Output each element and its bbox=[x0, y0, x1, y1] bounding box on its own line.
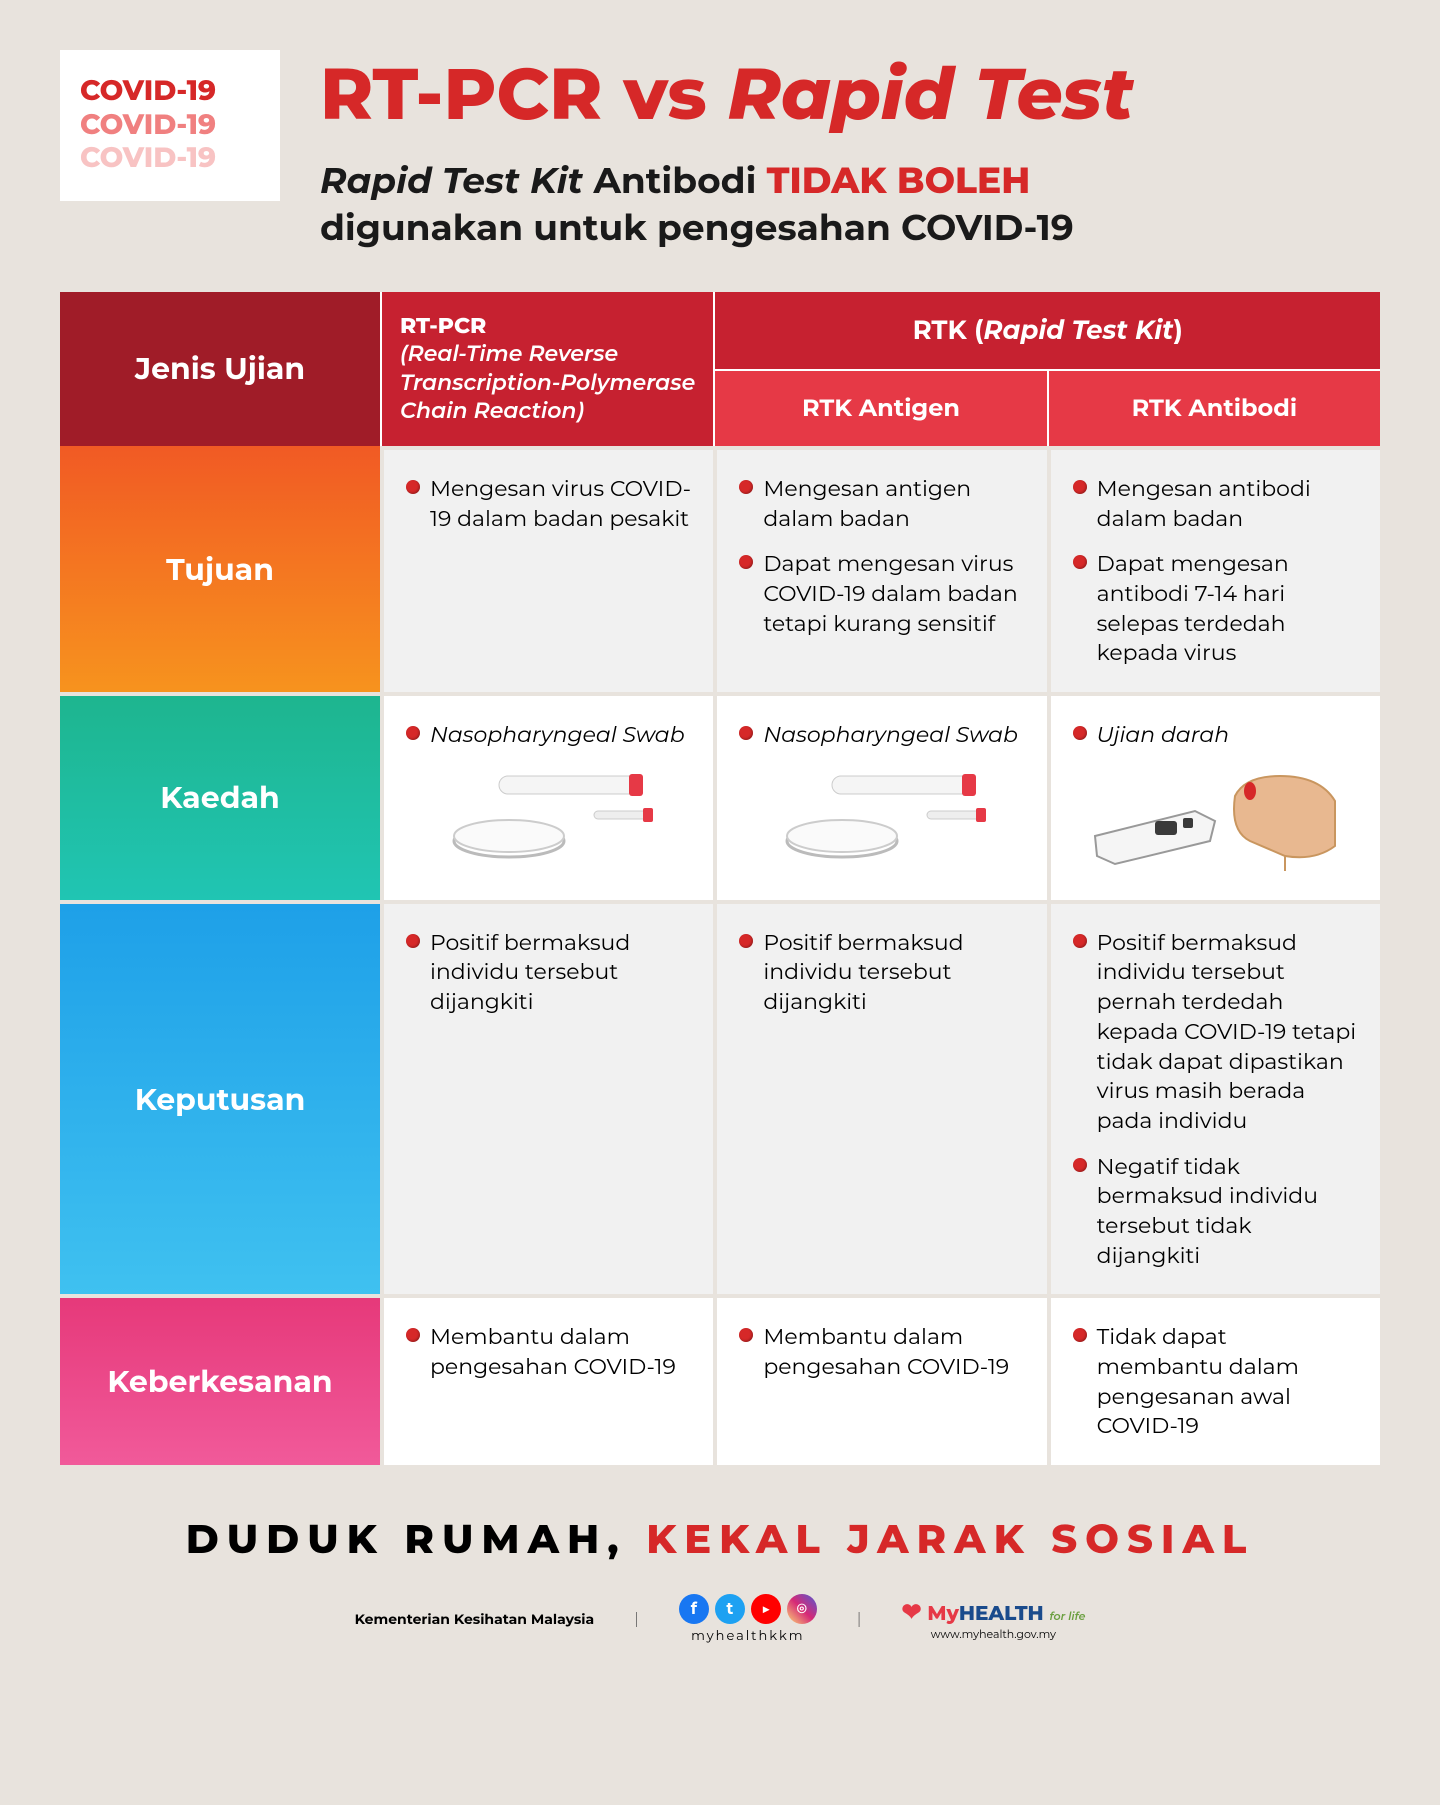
keputusan-antigen-0: Positif bermaksud individu tersebut dija… bbox=[763, 928, 1024, 1017]
tujuan-antibodi-1: Dapat mengesan antibodi 7-14 hari selepa… bbox=[1097, 549, 1358, 668]
separator-icon: | bbox=[634, 1610, 639, 1629]
row-keputusan-label: Keputusan bbox=[60, 900, 380, 1295]
sub-plain2: digunakan untuk pengesahan COVID-19 bbox=[320, 206, 1074, 250]
tujuan-antibodi-0: Mengesan antibodi dalam badan bbox=[1097, 474, 1358, 533]
slogan-1: DUDUK RUMAH, bbox=[186, 1515, 647, 1564]
kaedah-antibodi: Ujian darah bbox=[1047, 692, 1380, 900]
bullet-icon bbox=[406, 726, 420, 740]
row-keberkesanan-label: Keberkesanan bbox=[60, 1294, 380, 1465]
bullet-icon bbox=[1073, 555, 1087, 569]
hdr-rtpcr-italic: (Real-Time Reverse Transcription-Polymer… bbox=[400, 340, 695, 424]
facebook-icon: f bbox=[679, 1594, 709, 1624]
hdr-rtk-post: ) bbox=[1173, 314, 1182, 346]
tujuan-antigen-1: Dapat mengesan virus COVID-19 dalam bada… bbox=[763, 549, 1024, 638]
keputusan-antibodi-0: Positif bermaksud individu tersebut pern… bbox=[1097, 928, 1358, 1136]
tujuan-antigen: Mengesan antigen dalam badan Dapat menge… bbox=[713, 446, 1046, 692]
kaedah-antigen: Nasopharyngeal Swab bbox=[713, 692, 1046, 900]
hdr-rtpcr-bold: RT-PCR bbox=[400, 312, 486, 339]
header: COVID-19 COVID-19 COVID-19 RT-PCR vs Rap… bbox=[60, 50, 1380, 252]
main-title: RT-PCR vs Rapid Test bbox=[320, 50, 1380, 138]
hdr-rtk: RTK (Rapid Test Kit ) bbox=[713, 292, 1380, 370]
row-kaedah-label: Kaedah bbox=[60, 692, 380, 900]
keputusan-antigen: Positif bermaksud individu tersebut dija… bbox=[713, 900, 1046, 1295]
bullet-icon bbox=[1073, 726, 1087, 740]
kaedah-rtpcr: Nasopharyngeal Swab bbox=[380, 692, 713, 900]
keberkesanan-antigen: Membantu dalam pengesahan COVID-19 bbox=[713, 1294, 1046, 1465]
sub-plain1: Antibodi bbox=[583, 159, 767, 203]
keberkesanan-rtpcr-0: Membantu dalam pengesahan COVID-19 bbox=[430, 1322, 691, 1381]
hdr-jenis: Jenis Ujian bbox=[60, 292, 380, 446]
bullet-icon bbox=[739, 726, 753, 740]
title-vs: vs bbox=[602, 50, 727, 138]
myhealth-tag: for life bbox=[1050, 1609, 1086, 1623]
slogan-2: KEKAL JARAK SOSIAL bbox=[646, 1515, 1254, 1564]
tujuan-antibodi: Mengesan antibodi dalam badan Dapat meng… bbox=[1047, 446, 1380, 692]
hdr-rtk-antibodi: RTK Antibodi bbox=[1047, 369, 1380, 446]
social-handle: myhealthkkm bbox=[679, 1628, 817, 1644]
myhealth-logo: ❤ MyHEALTH for life www.myhealth.gov.my bbox=[901, 1598, 1085, 1641]
keputusan-antibodi-1: Negatif tidak bermaksud individu tersebu… bbox=[1097, 1152, 1358, 1271]
keberkesanan-rtpcr: Membantu dalam pengesahan COVID-19 bbox=[380, 1294, 713, 1465]
bullet-icon bbox=[739, 480, 753, 494]
tujuan-rtpcr: Mengesan virus COVID-19 dalam badan pesa… bbox=[380, 446, 713, 692]
keputusan-rtpcr: Positif bermaksud individu tersebut dija… bbox=[380, 900, 713, 1295]
keputusan-rtpcr-0: Positif bermaksud individu tersebut dija… bbox=[430, 928, 691, 1017]
row-tujuan-label: Tujuan bbox=[60, 446, 380, 692]
bullet-icon bbox=[739, 555, 753, 569]
swab-illustration-icon bbox=[406, 766, 691, 866]
bullet-icon bbox=[1073, 1158, 1087, 1172]
keberkesanan-antibodi-0: Tidak dapat membantu dalam pengesanan aw… bbox=[1097, 1322, 1358, 1441]
hdr-rtpcr: RT-PCR (Real-Time Reverse Transcription-… bbox=[380, 292, 713, 446]
kaedah-rtpcr-text: Nasopharyngeal Swab bbox=[430, 720, 685, 750]
separator-icon: | bbox=[857, 1610, 862, 1629]
bullet-icon bbox=[739, 1328, 753, 1342]
bullet-icon bbox=[739, 934, 753, 948]
socials: f t ▶ ⌾ myhealthkkm bbox=[679, 1594, 817, 1644]
hdr-rtk-pre: RTK ( bbox=[913, 314, 984, 346]
bullet-icon bbox=[406, 480, 420, 494]
bullet-icon bbox=[406, 1328, 420, 1342]
title-part2: Rapid Test bbox=[728, 50, 1134, 138]
covid-badge: COVID-19 COVID-19 COVID-19 bbox=[60, 50, 280, 201]
swab-illustration-icon bbox=[739, 766, 1024, 866]
tujuan-antigen-0: Mengesan antigen dalam badan bbox=[763, 474, 1024, 533]
bullet-icon bbox=[406, 934, 420, 948]
tujuan-rtpcr-0: Mengesan virus COVID-19 dalam badan pesa… bbox=[430, 474, 691, 533]
myhealth-my: My bbox=[927, 1602, 958, 1626]
hdr-rtk-italic: Rapid Test Kit bbox=[983, 314, 1173, 346]
keberkesanan-antibodi: Tidak dapat membantu dalam pengesanan aw… bbox=[1047, 1294, 1380, 1465]
kaedah-antibodi-text: Ujian darah bbox=[1097, 720, 1229, 750]
covid-line-1: COVID-19 bbox=[80, 75, 260, 109]
title-block: RT-PCR vs Rapid Test Rapid Test Kit Anti… bbox=[320, 50, 1380, 252]
sub-red: TIDAK BOLEH bbox=[767, 159, 1031, 203]
hdr-rtk-antigen: RTK Antigen bbox=[713, 369, 1046, 446]
footer-slogan: DUDUK RUMAH, KEKAL JARAK SOSIAL bbox=[60, 1515, 1380, 1564]
youtube-icon: ▶ bbox=[751, 1594, 781, 1624]
twitter-icon: t bbox=[715, 1594, 745, 1624]
kementerian: Kementerian Kesihatan Malaysia bbox=[355, 1610, 595, 1628]
subtitle: Rapid Test Kit Antibodi TIDAK BOLEH digu… bbox=[320, 158, 1380, 252]
covid-line-2: COVID-19 bbox=[80, 109, 260, 143]
bullet-icon bbox=[1073, 1328, 1087, 1342]
bullet-icon bbox=[1073, 934, 1087, 948]
kaedah-antigen-text: Nasopharyngeal Swab bbox=[763, 720, 1018, 750]
blood-test-illustration-icon bbox=[1073, 766, 1358, 876]
instagram-icon: ⌾ bbox=[787, 1594, 817, 1624]
sub-italic: Rapid Test Kit bbox=[320, 159, 583, 203]
myhealth-health: HEALTH bbox=[959, 1602, 1044, 1626]
myhealth-url: www.myhealth.gov.my bbox=[901, 1627, 1085, 1641]
myhealth-figure-icon: ❤ bbox=[901, 1598, 921, 1627]
comparison-table: Jenis Ujian RT-PCR (Real-Time Reverse Tr… bbox=[60, 292, 1380, 1466]
bullet-icon bbox=[1073, 480, 1087, 494]
covid-line-3: COVID-19 bbox=[80, 142, 260, 176]
keputusan-antibodi: Positif bermaksud individu tersebut pern… bbox=[1047, 900, 1380, 1295]
title-part1: RT-PCR bbox=[320, 50, 602, 138]
keberkesanan-antigen-0: Membantu dalam pengesahan COVID-19 bbox=[763, 1322, 1024, 1381]
footer-bar: Kementerian Kesihatan Malaysia | f t ▶ ⌾… bbox=[60, 1594, 1380, 1644]
